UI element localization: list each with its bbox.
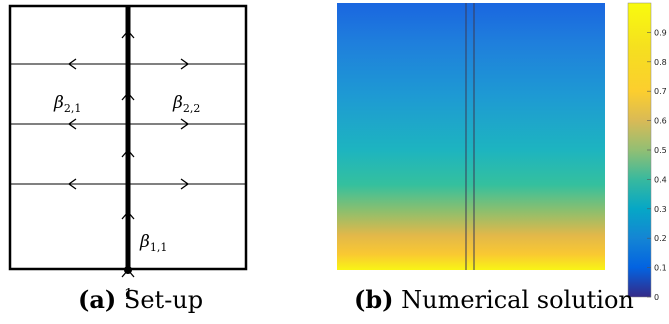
left-arrow-icon <box>67 118 77 130</box>
right-arrow-icon <box>180 58 190 70</box>
caption-b: (b) Numerical solution <box>354 285 634 314</box>
colorbar-tick-label: 0.7 <box>654 87 667 96</box>
colorbar-tick-label: 0 <box>654 293 659 302</box>
left-arrow-icon <box>67 58 77 70</box>
caption-a-label: (a) <box>78 285 117 314</box>
colorbar-ticks: 0 0.1 0.2 0.3 0.4 0.5 0.6 0.7 0.8 0.9 <box>647 28 667 302</box>
label-beta-2-1: β2,1 <box>53 93 81 115</box>
right-arrow-icon <box>180 178 190 190</box>
colorbar-tick-label: 0.3 <box>654 205 667 214</box>
caption-b-label: (b) <box>354 285 394 314</box>
left-arrow-icon <box>67 178 77 190</box>
solution-field <box>337 3 605 270</box>
colorbar-tick-label: 0.5 <box>654 146 667 155</box>
up-arrow-icon <box>121 149 135 158</box>
caption-a: (a) Set-up <box>78 285 203 314</box>
right-arrow-icon <box>180 118 190 130</box>
colorbar-tick-label: 0.1 <box>654 264 667 273</box>
colorbar-tick-label: 0.9 <box>654 28 667 37</box>
point-label: 1 <box>124 285 134 303</box>
up-arrow-icon <box>121 211 135 220</box>
label-beta-2-2: β2,2 <box>172 93 200 115</box>
colorbar-tick-label: 0.8 <box>654 58 667 67</box>
solution-plot <box>337 3 605 270</box>
colorbar-tick-label: 0.6 <box>654 117 667 126</box>
setup-diagram: β2,1 β2,2 β1,1 1 <box>8 4 248 303</box>
up-arrow-icon <box>121 30 135 39</box>
caption-b-text: Numerical solution <box>401 286 634 314</box>
colorbar-tick-label: 0.2 <box>654 234 667 243</box>
colorbar: 0 0.1 0.2 0.3 0.4 0.5 0.6 0.7 0.8 0.9 <box>627 2 667 302</box>
label-beta-1-1: β1,1 <box>139 232 167 254</box>
caption-a-text: Set-up <box>123 286 204 314</box>
up-arrow-icon <box>121 269 135 278</box>
up-arrow-icon <box>121 92 135 101</box>
colorbar-tick-label: 0.4 <box>654 175 667 184</box>
